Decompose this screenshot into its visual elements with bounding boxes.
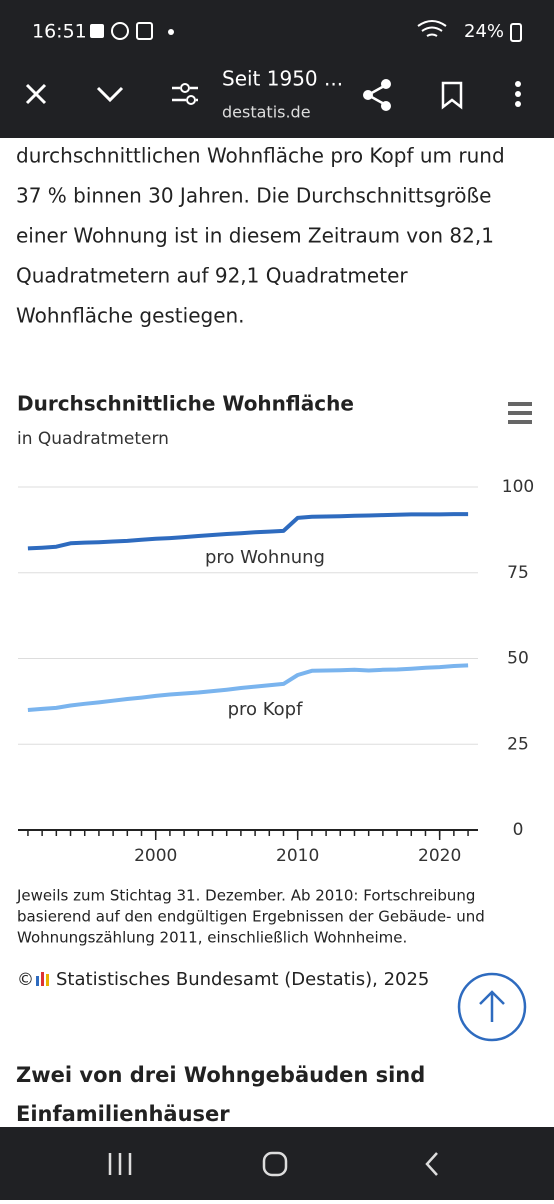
status-dot <box>168 29 174 35</box>
status-icon <box>90 24 104 38</box>
scroll-top-button[interactable] <box>457 972 527 1042</box>
y-tick-label: 50 <box>507 649 529 669</box>
destatis-logo <box>36 972 49 986</box>
chart-note: Wohnungszählung 2011, einschließlich Woh… <box>17 929 407 947</box>
battery-icon <box>510 23 522 42</box>
status-battery: 24% <box>464 21 504 42</box>
home-button[interactable] <box>262 1151 288 1177</box>
page-url[interactable]: destatis.de <box>222 103 311 122</box>
y-tick-label: 100 <box>502 477 534 497</box>
x-tick-label: 2020 <box>418 846 461 866</box>
article-line: einer Wohnung ist in diesem Zeitraum von… <box>16 224 494 248</box>
settings-knob <box>180 83 190 93</box>
series-label: pro Kopf <box>228 699 304 720</box>
share-node <box>381 101 391 111</box>
y-tick-label: 75 <box>507 563 529 583</box>
copyright: © <box>17 970 34 990</box>
bookmark-button[interactable] <box>441 81 463 110</box>
wifi-icon <box>417 20 447 37</box>
next-heading: Zwei von drei Wohngebäuden sind Einfamili… <box>16 1063 425 1126</box>
share-node <box>363 90 373 100</box>
recents-button[interactable] <box>108 1153 132 1175</box>
x-tick-label: 2000 <box>134 846 177 866</box>
nav-bar <box>0 1127 554 1200</box>
series-label: pro Wohnung <box>205 547 325 568</box>
status-icon <box>111 22 129 40</box>
page-title[interactable]: Seit 1950 ... <box>222 67 343 91</box>
share-node <box>381 79 391 89</box>
series-line <box>27 663 469 712</box>
heading-line: Einfamilienhäuser <box>16 1102 230 1126</box>
article-line: durchschnittlichen Wohnfläche pro Kopf u… <box>16 144 505 168</box>
back-button[interactable] <box>425 1152 438 1176</box>
chart-title: Durchschnittliche Wohnfläche <box>17 392 354 416</box>
article-line: 37 % binnen 30 Jahren. Die Durchschnitts… <box>16 184 491 208</box>
header-bg <box>0 0 554 138</box>
y-tick-label: 0 <box>513 820 524 840</box>
x-tick-label: 2010 <box>276 846 319 866</box>
article-line: Quadratmetern auf 92,1 Quadratmeter <box>16 264 408 288</box>
close-button[interactable] <box>25 83 47 105</box>
y-tick-label: 25 <box>507 734 529 754</box>
status-icon <box>136 22 153 40</box>
chart-note: Jeweils zum Stichtag 31. Dezember. Ab 20… <box>16 887 475 905</box>
settings-knob <box>186 95 196 105</box>
series-line <box>27 512 469 551</box>
chart-subtitle: in Quadratmetern <box>17 429 169 449</box>
site-settings-button[interactable] <box>172 86 198 102</box>
article-line: Wohnfläche gestiegen. <box>16 304 245 328</box>
status-time: 16:51 <box>32 21 87 43</box>
chart-note: basierend auf den endgültigen Ergebnisse… <box>17 908 485 926</box>
minimize-button[interactable] <box>96 86 124 103</box>
chart: 0 25 50 75 100 2000 2010 2020 pro Wohnung pro Kop… <box>16 477 534 947</box>
article-text: durchschnittlichen Wohnfläche pro Kopf u… <box>16 144 505 328</box>
heading-line: Zwei von drei Wohngebäuden sind <box>16 1063 425 1087</box>
chart-source: Statistisches Bundesamt (Destatis), 2025 <box>56 969 429 990</box>
menu-button[interactable] <box>515 81 521 107</box>
chart-menu-button[interactable] <box>508 402 532 424</box>
